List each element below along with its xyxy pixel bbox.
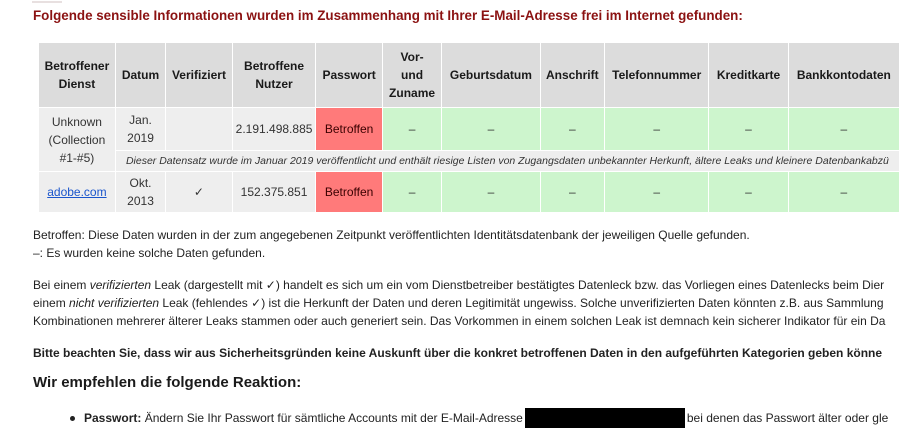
col-header-verifiziert: Verifiziert bbox=[165, 42, 233, 108]
cell-passwort-status: Betroffen bbox=[315, 107, 383, 151]
explanation-line-2: einem nicht verifizierten Leak (fehlende… bbox=[33, 296, 884, 310]
warning-heading: Folgende sensible Informationen wurden i… bbox=[33, 8, 743, 23]
cell-dienst: adobe.com bbox=[38, 171, 116, 213]
col-header-dienst: Betroffener Dienst bbox=[38, 42, 116, 108]
security-notice: Bitte beachten Sie, dass wir aus Sicherh… bbox=[33, 346, 883, 360]
bullet-icon bbox=[70, 415, 75, 421]
recommendation-text-cont: bei denen das Passwort älter oder gle bbox=[686, 411, 889, 425]
cell-vorname-status: – bbox=[381, 171, 443, 213]
redacted-email bbox=[524, 408, 685, 428]
cell-telefonnummer-status: – bbox=[604, 107, 710, 151]
table-row: Unknown (Collection #1-#5) Jan. 2019 2.191.… bbox=[38, 107, 900, 172]
cell-verifiziert bbox=[165, 107, 233, 151]
cell-datum: Okt. 2013 bbox=[114, 171, 167, 213]
col-header-passwort: Passwort bbox=[315, 42, 383, 108]
table-header-row: Betroffener Dienst Datum Verifiziert Betr… bbox=[38, 42, 900, 108]
explanation-line-3: Kombinationen mehrerer älterer Leaks sta… bbox=[33, 314, 886, 328]
cell-nutzer: 152.375.851 bbox=[231, 171, 317, 213]
top-divider bbox=[32, 1, 62, 3]
col-header-bankkonto: Bankkontodaten bbox=[787, 42, 900, 108]
cell-vorname-status: – bbox=[381, 107, 443, 151]
breach-table: Betroffener Dienst Datum Verifiziert Betr… bbox=[38, 42, 900, 213]
dataset-note: Dieser Datensatz wurde im Januar 2019 ve… bbox=[114, 150, 900, 172]
col-header-telefonnummer: Telefonnummer bbox=[604, 42, 710, 108]
table-note-row: Dieser Datensatz wurde im Januar 2019 ve… bbox=[39, 150, 900, 172]
cell-anschrift-status: – bbox=[539, 107, 606, 151]
col-header-vorname: Vor-und Zuname bbox=[381, 42, 443, 108]
cell-geburtsdatum-status: – bbox=[441, 107, 541, 151]
cell-kreditkarte-status: – bbox=[708, 107, 789, 151]
cell-anschrift-status: – bbox=[539, 171, 606, 213]
legend-none: –: Es wurden keine solche Daten gefunden… bbox=[33, 246, 266, 260]
legend-betroffen: Betroffen: Diese Daten wurden in der zum… bbox=[33, 228, 750, 242]
col-header-nutzer: Betroffene Nutzer bbox=[231, 42, 317, 108]
col-header-anschrift: Anschrift bbox=[539, 42, 606, 108]
cell-passwort-status: Betroffen bbox=[315, 171, 383, 213]
cell-telefonnummer-status: – bbox=[604, 171, 710, 213]
col-header-geburtsdatum: Geburtsdatum bbox=[441, 42, 541, 108]
cell-bankkonto-status: – bbox=[787, 171, 900, 213]
cell-dienst: Unknown (Collection #1-#5) bbox=[38, 107, 116, 172]
cell-datum: Jan. 2019 bbox=[114, 107, 167, 151]
recommendation-heading: Wir empfehlen die folgende Reaktion: bbox=[33, 374, 302, 391]
recommendation-text: Ändern Sie Ihr Passwort für sämtliche Ac… bbox=[144, 411, 523, 425]
col-header-kreditkarte: Kreditkarte bbox=[708, 42, 789, 108]
cell-geburtsdatum-status: – bbox=[441, 171, 541, 213]
recommendation-label: Passwort: bbox=[84, 411, 142, 425]
cell-verifiziert: ✓ bbox=[165, 171, 233, 213]
explanation-line-1: Bei einem verifizierten Leak (dargestell… bbox=[33, 278, 885, 292]
cell-kreditkarte-status: – bbox=[708, 171, 789, 213]
cell-nutzer: 2.191.498.885 bbox=[231, 107, 317, 151]
cell-bankkonto-status: – bbox=[787, 107, 900, 151]
col-header-datum: Datum bbox=[114, 42, 167, 108]
recommendation-item-passwort: Passwort: Ändern Sie Ihr Passwort für sä… bbox=[70, 408, 888, 428]
service-link-adobe[interactable]: adobe.com bbox=[47, 185, 107, 199]
table-row: adobe.com Okt. 2013 ✓ 152.375.851 Betroff… bbox=[38, 171, 900, 213]
